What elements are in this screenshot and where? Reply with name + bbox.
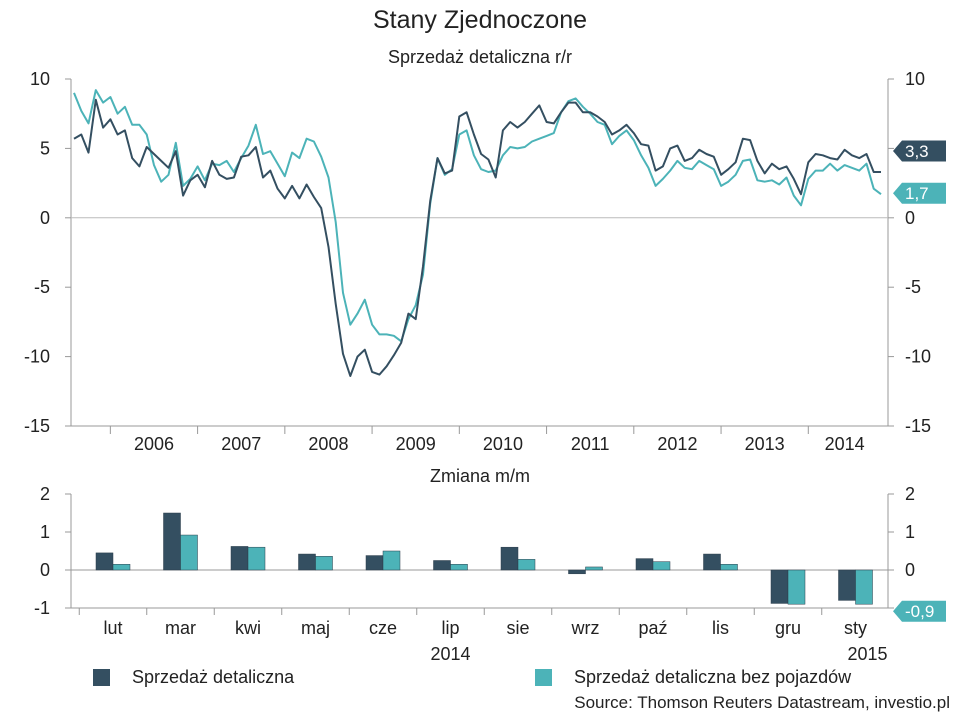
bar-ex-auto bbox=[382, 550, 401, 571]
top-ytick-left-label: -15 bbox=[24, 416, 50, 436]
legend-retail-swatch bbox=[93, 669, 110, 686]
line-series-ex-auto bbox=[73, 89, 882, 343]
bar-retail bbox=[770, 569, 789, 604]
bar-retail bbox=[433, 560, 451, 571]
last-value-tag-bottom-shape bbox=[893, 600, 946, 622]
bar-ex-auto bbox=[247, 546, 266, 571]
top-ytick-left-label: 5 bbox=[40, 138, 50, 158]
last-value-tag-bottom: -0,9 bbox=[893, 600, 946, 622]
bottom-ytick-right-label: 1 bbox=[905, 522, 915, 542]
bottom-ytick-right-label: 0 bbox=[905, 560, 915, 580]
bottom-year-label: 2015 bbox=[847, 644, 887, 664]
bottom-category-label: lut bbox=[103, 618, 122, 638]
top-year-label: 2008 bbox=[308, 434, 348, 454]
last-value-tag-retail: 3,3 bbox=[893, 140, 946, 162]
bar-ex-auto bbox=[315, 556, 333, 571]
last-value-tag-ex-auto-shape bbox=[893, 182, 946, 204]
bar-retail bbox=[365, 555, 384, 571]
legend-retail: Sprzedaż detaliczna bbox=[93, 667, 294, 688]
top-ytick-left-label: -10 bbox=[24, 347, 50, 367]
bar-retail bbox=[703, 553, 721, 571]
bottom-category-label: paź bbox=[638, 618, 667, 638]
top-ytick-right-label: 0 bbox=[905, 208, 915, 228]
top-year-label: 2009 bbox=[396, 434, 436, 454]
bar-ex-auto bbox=[180, 534, 198, 571]
bar-retail bbox=[298, 553, 316, 571]
bottom-category-label: lip bbox=[441, 618, 459, 638]
bar-retail bbox=[163, 512, 181, 571]
top-ytick-right-label: -10 bbox=[905, 347, 931, 367]
top-year-label: 2014 bbox=[825, 434, 865, 454]
bottom-category-label: mar bbox=[165, 618, 196, 638]
bottom-ytick-right-label: 2 bbox=[905, 484, 915, 504]
bottom-category-label: wrz bbox=[571, 618, 600, 638]
bar-ex-auto bbox=[855, 569, 873, 605]
top-year-label: 2006 bbox=[134, 434, 174, 454]
last-value-tag-ex-auto: 1,7 bbox=[893, 182, 946, 204]
top-chart-title: Sprzedaż detaliczna r/r bbox=[388, 47, 572, 67]
bar-ex-auto bbox=[450, 564, 468, 571]
bar-retail bbox=[838, 569, 856, 601]
bottom-category-label: lis bbox=[712, 618, 729, 638]
top-ytick-left-label: 10 bbox=[30, 69, 50, 89]
legend-retail-label: Sprzedaż detaliczna bbox=[132, 667, 295, 687]
main-title: Stany Zjednoczone bbox=[373, 6, 587, 34]
top-year-label: 2012 bbox=[657, 434, 697, 454]
bottom-category-label: sie bbox=[506, 618, 529, 638]
bar-ex-auto bbox=[517, 559, 536, 571]
top-ytick-left-label: -5 bbox=[34, 277, 50, 297]
source-note: Source: Thomson Reuters Datastream, inve… bbox=[574, 693, 950, 712]
bottom-category-label: sty bbox=[844, 618, 867, 638]
last-value-tag-ex-auto-text: 1,7 bbox=[905, 184, 929, 203]
last-value-tag-retail-shape bbox=[893, 140, 946, 162]
top-year-label: 2011 bbox=[571, 434, 610, 454]
bar-ex-auto bbox=[652, 561, 671, 571]
bottom-bar-chart: 221100-1-1lutmarkwimajczelipsiewrzpaźlis… bbox=[34, 484, 946, 664]
bottom-category-label: kwi bbox=[235, 618, 261, 638]
top-ytick-left-label: 0 bbox=[40, 208, 50, 228]
top-ytick-right-label: 10 bbox=[905, 69, 925, 89]
legend-ex-auto-label: Sprzedaż detaliczna bez pojazdów bbox=[574, 667, 852, 687]
bottom-chart-title: Zmiana m/m bbox=[430, 466, 530, 486]
bar-ex-auto bbox=[787, 569, 806, 605]
legend-ex-auto-swatch bbox=[535, 669, 552, 686]
bar-retail bbox=[500, 546, 519, 571]
bar-ex-auto bbox=[720, 564, 738, 571]
bar-retail bbox=[635, 558, 654, 571]
top-line-chart: 10105500-5-5-10-10-15-152006200720082009… bbox=[24, 69, 946, 454]
bottom-category-label: maj bbox=[301, 618, 330, 638]
bar-ex-auto bbox=[585, 566, 603, 571]
last-value-tag-bottom-text: -0,9 bbox=[905, 602, 934, 621]
top-ytick-right-label: -15 bbox=[905, 416, 931, 436]
last-value-tag-retail-text: 3,3 bbox=[905, 142, 929, 161]
top-year-label: 2013 bbox=[745, 434, 785, 454]
bar-retail bbox=[95, 552, 114, 571]
bottom-ytick-left-label: 2 bbox=[40, 484, 50, 504]
bar-ex-auto bbox=[112, 564, 131, 571]
top-year-label: 2007 bbox=[221, 434, 261, 454]
bottom-ytick-left-label: -1 bbox=[34, 598, 50, 618]
top-year-label: 2010 bbox=[483, 434, 523, 454]
bottom-ytick-left-label: 0 bbox=[40, 560, 50, 580]
bar-retail bbox=[568, 569, 586, 575]
bottom-ytick-left-label: 1 bbox=[40, 522, 50, 542]
top-ytick-right-label: -5 bbox=[905, 277, 921, 297]
bottom-year-label: 2014 bbox=[430, 644, 470, 664]
bottom-category-label: cze bbox=[369, 618, 397, 638]
bottom-category-label: gru bbox=[775, 618, 801, 638]
bar-retail bbox=[230, 546, 249, 571]
line-series-retail bbox=[73, 98, 881, 377]
legend-ex-auto: Sprzedaż detaliczna bez pojazdów bbox=[535, 667, 851, 688]
